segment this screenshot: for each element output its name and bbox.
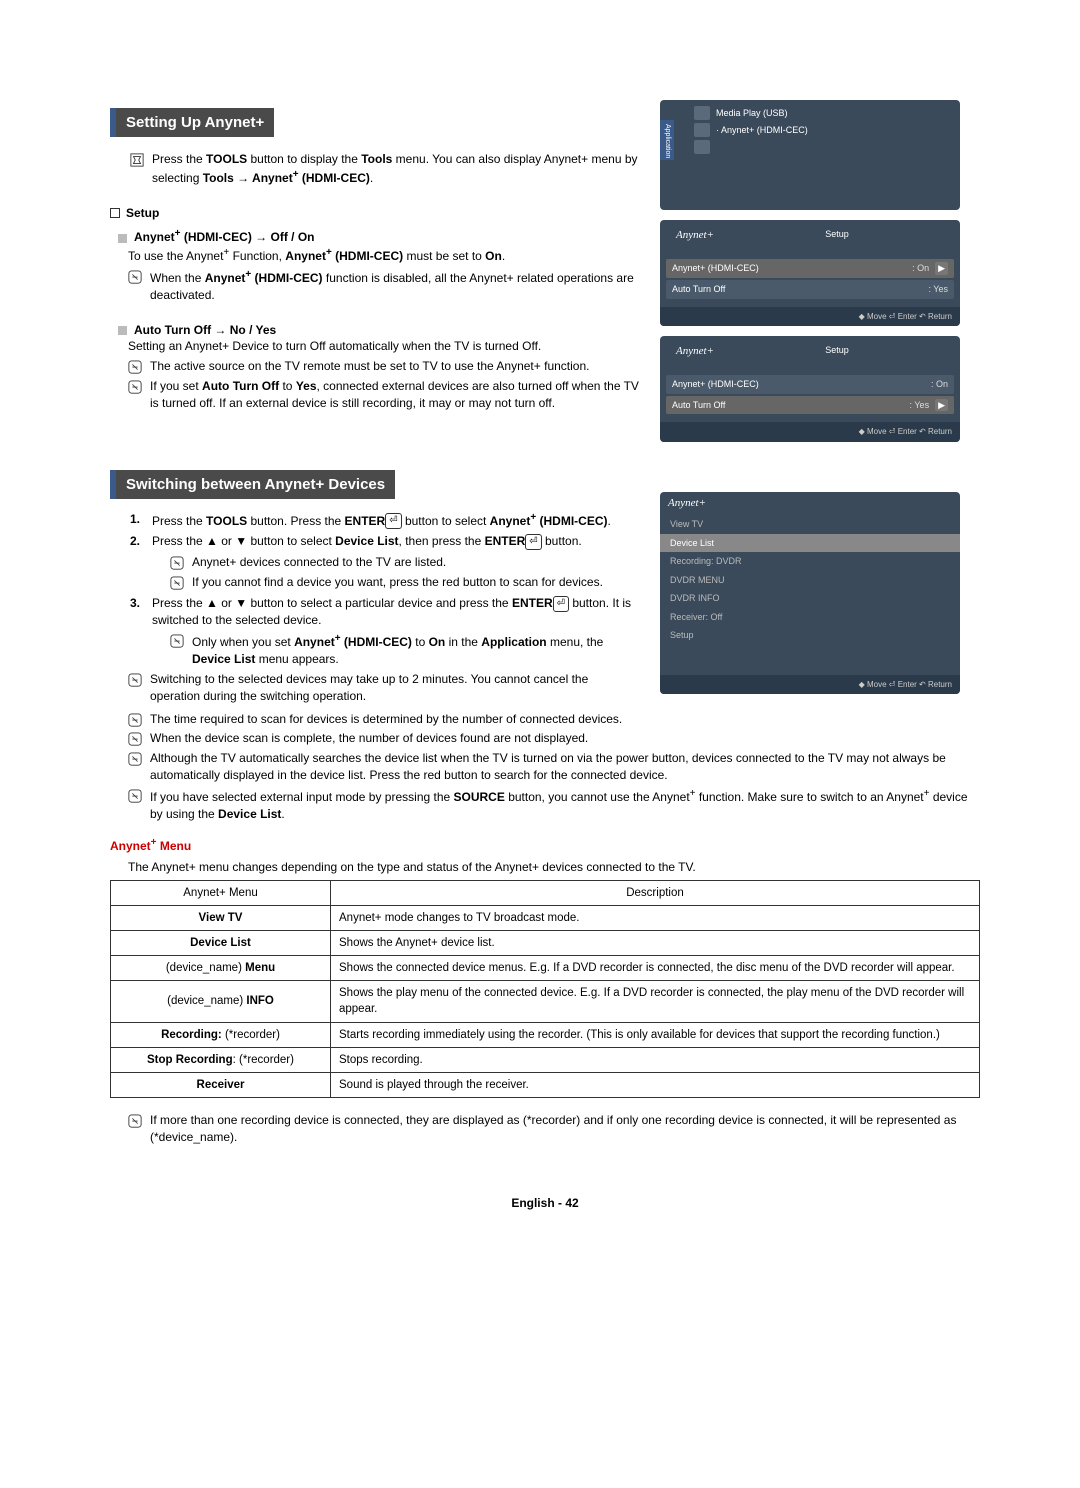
osd-brand: Anynet+ xyxy=(668,224,722,247)
page-footer: English - 42 xyxy=(110,1195,980,1212)
section-heading-switching: Switching between Anynet+ Devices xyxy=(110,470,395,499)
blank-icon xyxy=(694,140,710,154)
table-cell-key: (device_name) Menu xyxy=(111,956,331,981)
step-num: 2. xyxy=(130,533,144,550)
note-icon xyxy=(128,752,142,766)
enter-icon: ⏎ xyxy=(385,513,401,529)
note5: If you have selected external input mode… xyxy=(150,787,970,823)
osd-brand: Anynet+ xyxy=(660,492,960,515)
note4: Although the TV automatically searches t… xyxy=(150,750,970,784)
auto-off-note2: If you set Auto Turn Off to Yes, connect… xyxy=(150,378,640,412)
step3-text: Press the ▲ or ▼ button to select a part… xyxy=(152,595,640,629)
table-cell-desc: Shows the play menu of the connected dev… xyxy=(331,981,980,1022)
osd-footer: ◆ Move ⏎ Enter ↶ Return xyxy=(660,675,960,694)
note-icon xyxy=(128,673,142,687)
osd-list-item[interactable]: DVDR INFO xyxy=(660,589,960,608)
step1-text: Press the TOOLS button. Press the ENTER⏎… xyxy=(152,511,611,530)
hdmi-cec-line: To use the Anynet+ Function, Anynet+ (HD… xyxy=(128,246,640,265)
osd-title: Setup xyxy=(722,340,952,363)
tools-instruction: Press the TOOLS button to display the To… xyxy=(152,151,640,187)
osd-list-item[interactable]: DVDR MENU xyxy=(660,571,960,590)
table-cell-key: Device List xyxy=(111,931,331,956)
table-cell-desc: Anynet+ mode changes to TV broadcast mod… xyxy=(331,906,980,931)
osd-row-hdmi-cec[interactable]: Anynet+ (HDMI-CEC): On▶ xyxy=(666,259,954,278)
table-cell-key: (device_name) INFO xyxy=(111,981,331,1022)
note-icon xyxy=(128,270,142,284)
osd-media-play-label: Media Play (USB) xyxy=(716,107,788,120)
osd-list-item[interactable]: Receiver: Off xyxy=(660,608,960,627)
osd-setup-1: Anynet+Setup Anynet+ (HDMI-CEC): On▶ Aut… xyxy=(660,220,960,326)
note1: Switching to the selected devices may ta… xyxy=(150,671,640,705)
step3-note1: Only when you set Anynet+ (HDMI-CEC) to … xyxy=(192,632,640,668)
section-heading-setup: Setting Up Anynet+ xyxy=(110,108,274,137)
table-cell-key: Recording: (*recorder) xyxy=(111,1022,331,1047)
hdmi-cec-heading: Anynet+ (HDMI-CEC) → Off / On xyxy=(114,227,640,246)
osd-list-item[interactable]: Device List xyxy=(660,534,960,553)
note-icon xyxy=(128,789,142,803)
note-icon xyxy=(170,556,184,570)
enter-icon: ⏎ xyxy=(525,534,541,550)
note-icon xyxy=(128,380,142,394)
table-header-desc: Description xyxy=(331,880,980,905)
note-icon xyxy=(128,713,142,727)
note-icon xyxy=(128,732,142,746)
step2-text: Press the ▲ or ▼ button to select Device… xyxy=(152,533,582,550)
note-icon xyxy=(170,634,184,648)
osd-brand: Anynet+ xyxy=(668,340,722,363)
anynet-icon xyxy=(694,123,710,137)
note2: The time required to scan for devices is… xyxy=(150,711,622,728)
osd-list-item[interactable]: Recording: DVDR xyxy=(660,552,960,571)
menu-footnote: If more than one recording device is con… xyxy=(150,1112,980,1146)
tools-icon xyxy=(130,153,144,167)
step2-note2: If you cannot find a device you want, pr… xyxy=(192,574,603,591)
table-cell-key: Stop Recording: (*recorder) xyxy=(111,1047,331,1072)
table-header-menu: Anynet+ Menu xyxy=(111,880,331,905)
table-cell-desc: Sound is played through the receiver. xyxy=(331,1072,980,1097)
osd-anynet-label: · Anynet+ (HDMI-CEC) xyxy=(716,124,808,137)
table-cell-key: View TV xyxy=(111,906,331,931)
table-cell-desc: Starts recording immediately using the r… xyxy=(331,1022,980,1047)
step-num: 3. xyxy=(130,595,144,629)
anynet-menu-table: Anynet+ MenuDescription View TVAnynet+ m… xyxy=(110,880,980,1098)
note-icon xyxy=(170,576,184,590)
osd-device-list: Anynet+ View TVDevice ListRecording: DVD… xyxy=(660,492,960,695)
table-cell-desc: Stops recording. xyxy=(331,1047,980,1072)
arrow-right-icon: ▶ xyxy=(935,399,948,412)
auto-off-line: Setting an Anynet+ Device to turn Off au… xyxy=(128,338,640,355)
osd-media-play: Application Media Play (USB) · Anynet+ (… xyxy=(660,100,960,210)
anynet-menu-heading: Anynet+ Menu xyxy=(110,836,980,855)
osd-footer: ◆ Move ⏎ Enter ↶ Return xyxy=(660,422,960,441)
note3: When the device scan is complete, the nu… xyxy=(150,730,588,747)
osd-title: Setup xyxy=(722,224,952,247)
enter-icon: ⏎ xyxy=(553,596,569,612)
note-icon xyxy=(128,1114,142,1128)
hdmi-cec-note: When the Anynet+ (HDMI-CEC) function is … xyxy=(150,268,640,304)
arrow-right-icon: ▶ xyxy=(935,262,948,275)
osd-list-item[interactable]: Setup xyxy=(660,626,960,645)
osd-list-item[interactable]: View TV xyxy=(660,515,960,534)
auto-off-note1: The active source on the TV remote must … xyxy=(150,358,589,375)
osd-row-hdmi-cec[interactable]: Anynet+ (HDMI-CEC): On xyxy=(666,375,954,394)
osd-row-auto-off[interactable]: Auto Turn Off: Yes xyxy=(666,280,954,299)
osd-row-auto-off[interactable]: Auto Turn Off: Yes▶ xyxy=(666,396,954,415)
anynet-menu-intro: The Anynet+ menu changes depending on th… xyxy=(128,859,980,876)
table-cell-desc: Shows the connected device menus. E.g. I… xyxy=(331,956,980,981)
auto-off-heading: Auto Turn Off → No / Yes xyxy=(114,322,640,339)
note-icon xyxy=(128,360,142,374)
osd-footer: ◆ Move ⏎ Enter ↶ Return xyxy=(660,307,960,326)
setup-subhead: Setup xyxy=(110,205,640,222)
media-play-icon xyxy=(694,106,710,120)
table-cell-key: Receiver xyxy=(111,1072,331,1097)
osd-setup-2: Anynet+Setup Anynet+ (HDMI-CEC): On Auto… xyxy=(660,336,960,442)
step-num: 1. xyxy=(130,511,144,530)
table-cell-desc: Shows the Anynet+ device list. xyxy=(331,931,980,956)
application-label: Application xyxy=(660,120,674,160)
step2-note1: Anynet+ devices connected to the TV are … xyxy=(192,554,446,571)
